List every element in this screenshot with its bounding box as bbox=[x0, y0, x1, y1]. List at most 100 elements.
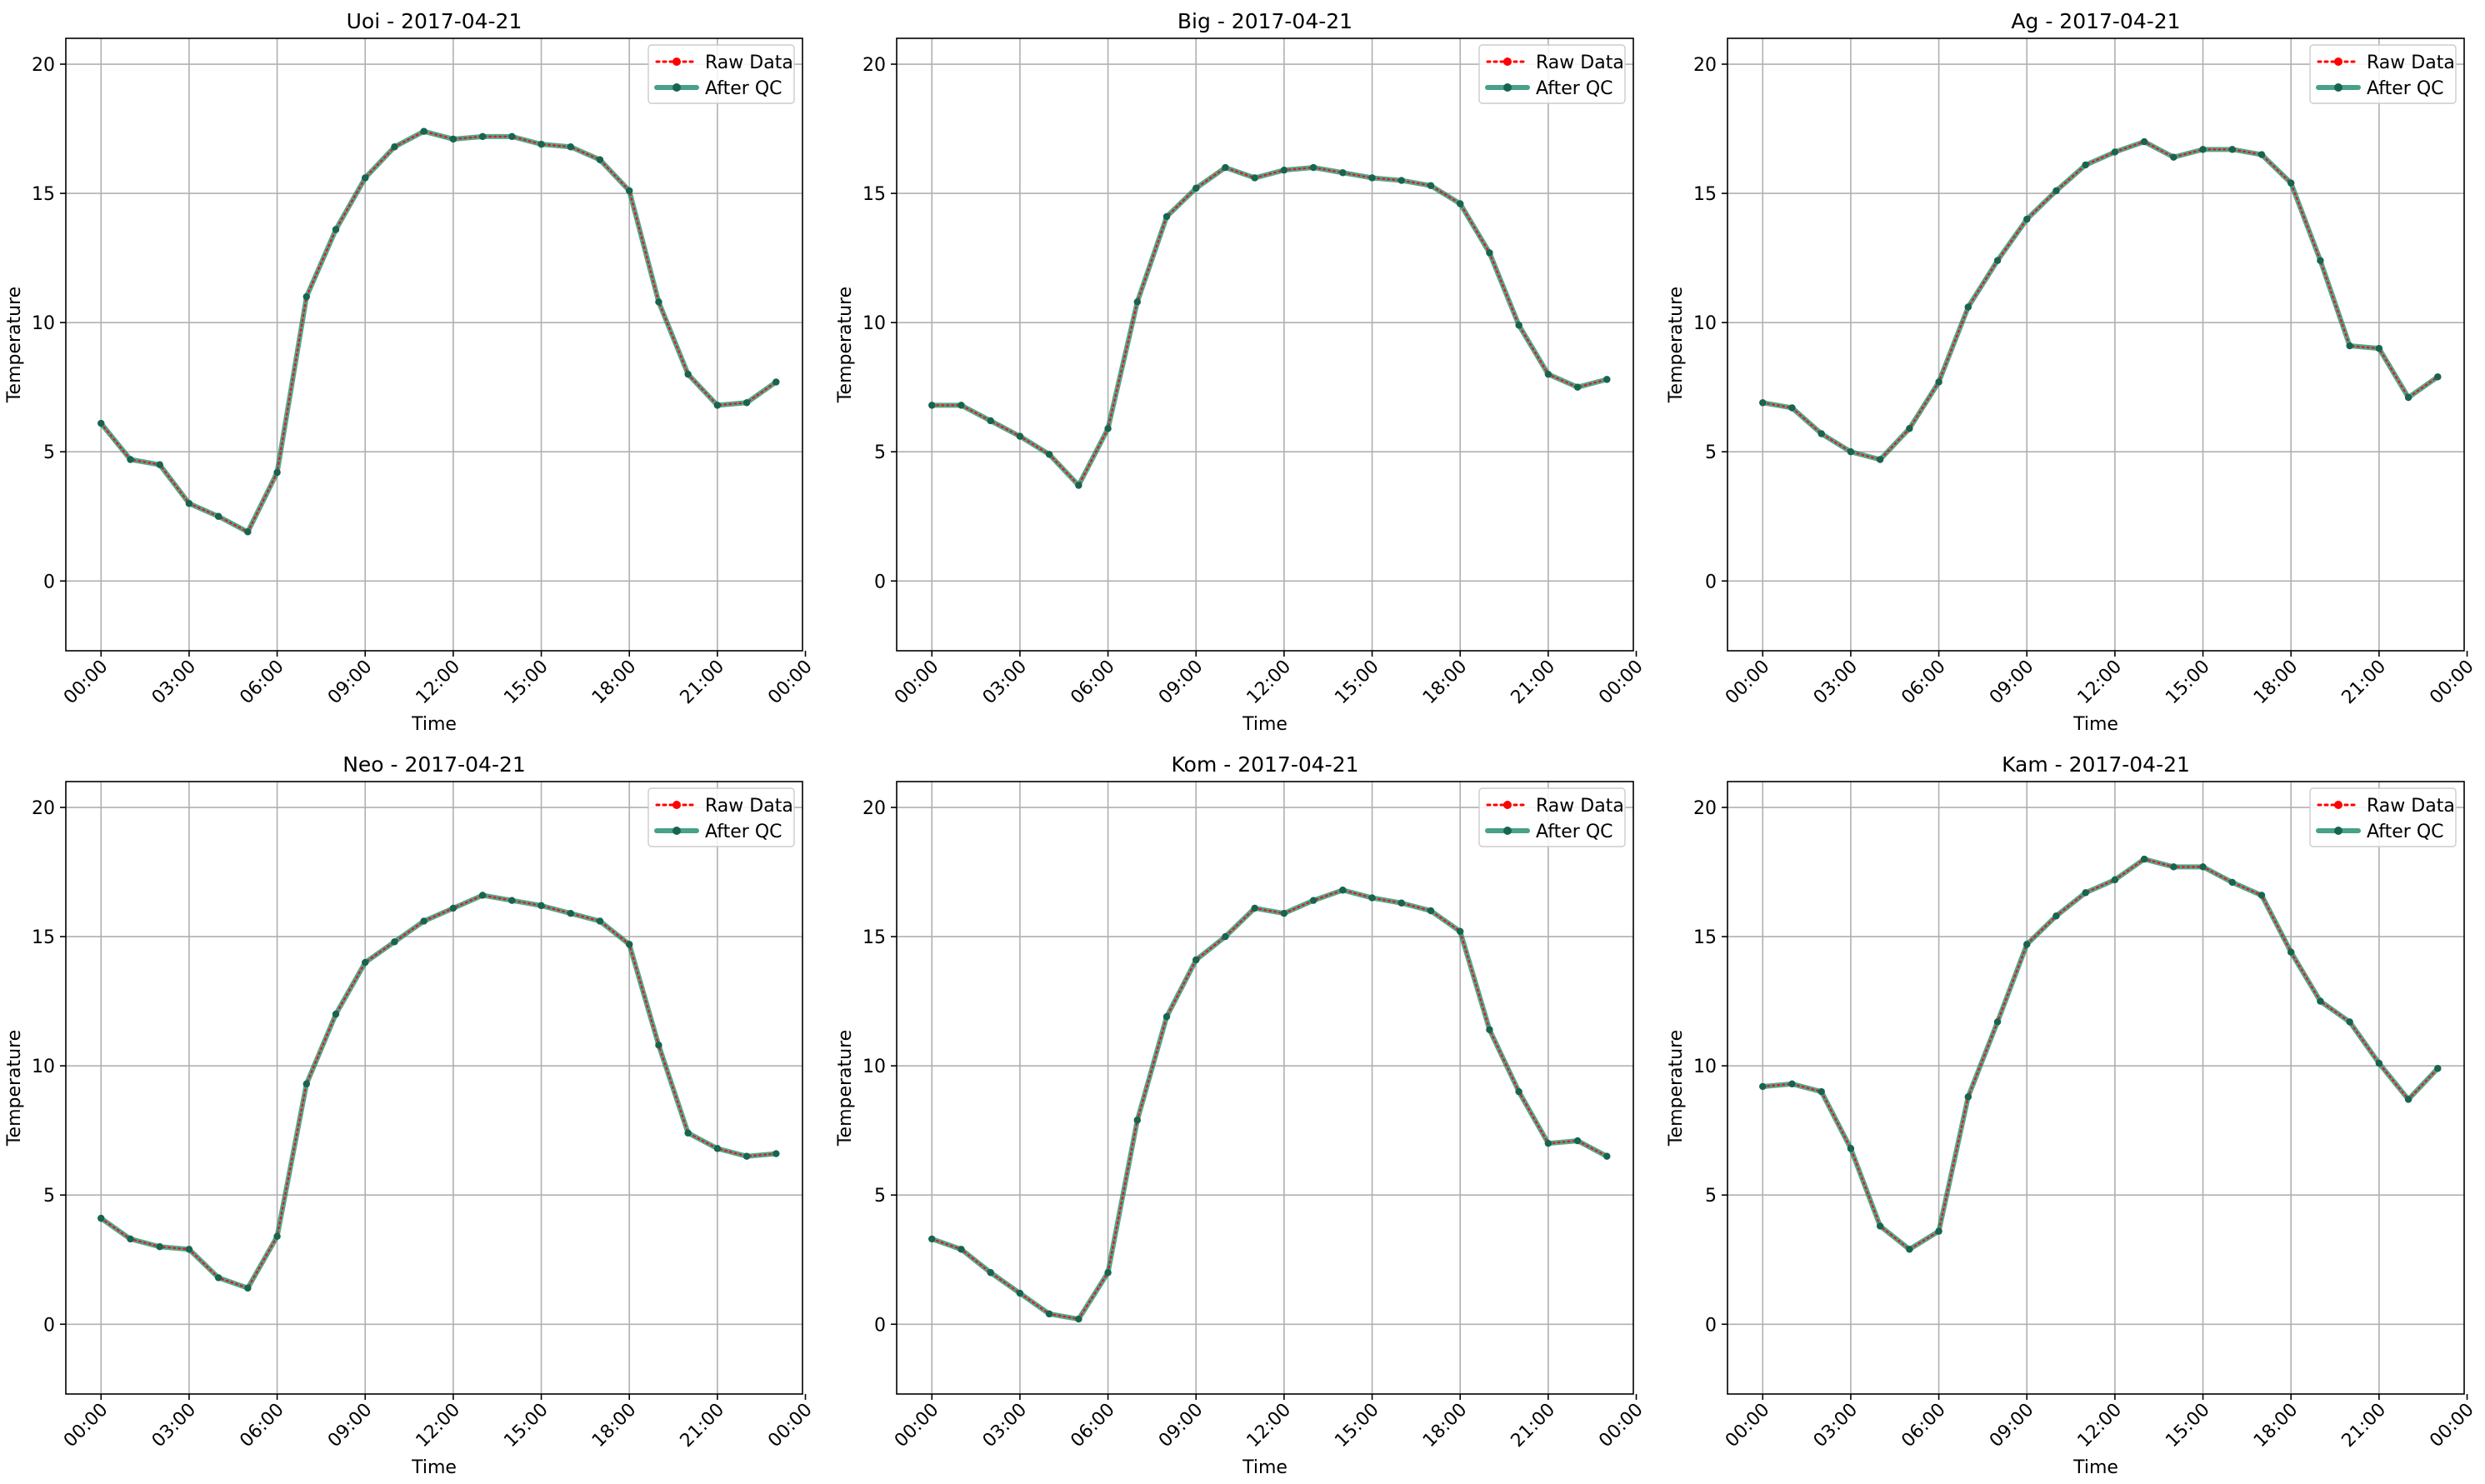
legend-raw-data-label: Raw Data bbox=[1536, 796, 1624, 817]
after-qc-point bbox=[273, 1232, 281, 1241]
after-qc-point bbox=[1906, 1246, 1913, 1253]
x-tick-label: 12:00 bbox=[412, 1400, 465, 1452]
after-qc-point bbox=[1818, 430, 1825, 437]
after-qc-point bbox=[1045, 451, 1053, 458]
after-qc-point bbox=[478, 892, 487, 899]
legend-raw-data-label: Raw Data bbox=[705, 52, 793, 73]
after-qc-point bbox=[742, 1152, 751, 1160]
x-tick-label: 18:00 bbox=[588, 657, 641, 709]
after-qc-point bbox=[156, 461, 163, 468]
after-qc-point bbox=[2111, 148, 2119, 156]
x-axis-label: Time bbox=[1242, 1457, 1288, 1478]
after-qc-point bbox=[98, 419, 105, 427]
after-qc-point bbox=[1398, 899, 1405, 907]
x-tick-label: 15:00 bbox=[500, 657, 552, 709]
x-tick-label: 09:00 bbox=[1986, 657, 2038, 709]
after-qc-point bbox=[362, 174, 369, 182]
x-axis-label: Time bbox=[411, 714, 457, 735]
after-qc-point bbox=[1339, 887, 1347, 894]
legend-raw-data-marker bbox=[672, 801, 681, 809]
after-qc-point bbox=[1603, 376, 1611, 383]
x-tick-label: 03:00 bbox=[1810, 657, 1862, 709]
x-tick-label: 00:00 bbox=[891, 1400, 943, 1452]
y-tick-label: 0 bbox=[43, 1315, 55, 1336]
legend-after-qc-label: After QC bbox=[2367, 78, 2444, 99]
after-qc-point bbox=[1964, 303, 1972, 311]
after-qc-point bbox=[1515, 1087, 1522, 1096]
x-tick-label: 09:00 bbox=[1986, 1400, 2038, 1452]
y-axis-label: Temperature bbox=[1666, 287, 1687, 403]
x-tick-label: 21:00 bbox=[1508, 1400, 1560, 1452]
after-qc-point bbox=[1603, 1152, 1611, 1160]
y-tick-label: 0 bbox=[43, 572, 55, 592]
after-qc-point bbox=[2288, 948, 2295, 956]
after-qc-point bbox=[420, 127, 428, 135]
legend-after-qc-marker bbox=[672, 83, 681, 92]
x-tick-label: 12:00 bbox=[412, 657, 465, 709]
after-qc-point bbox=[1368, 174, 1376, 182]
after-qc-point bbox=[626, 187, 633, 195]
after-qc-point bbox=[1222, 163, 1229, 172]
after-qc-point bbox=[742, 399, 751, 407]
series-raw-data-line bbox=[100, 130, 778, 533]
x-tick-label: 12:00 bbox=[2074, 1400, 2127, 1452]
after-qc-point bbox=[1935, 378, 1942, 386]
chart-panel-2: 00:00 03:00 06:00 09:00 12:00 15:00 18:00 21:00… bbox=[835, 9, 1648, 735]
x-tick-label: 12:00 bbox=[1243, 657, 1296, 709]
after-qc-point bbox=[538, 902, 545, 910]
after-qc-point bbox=[244, 528, 252, 536]
x-tick-label: 09:00 bbox=[324, 657, 377, 709]
axes-frame bbox=[896, 37, 1634, 652]
after-qc-point bbox=[2140, 137, 2148, 146]
after-qc-point bbox=[2082, 161, 2089, 169]
legend: Raw Data After QC bbox=[648, 787, 795, 847]
series-after-qc-line bbox=[929, 887, 1610, 1322]
after-qc-point bbox=[1964, 1093, 1972, 1101]
x-tick-label: 03:00 bbox=[979, 657, 1032, 709]
after-qc-point bbox=[1339, 169, 1347, 177]
after-qc-point bbox=[1075, 1315, 1082, 1323]
after-qc-point bbox=[1788, 404, 1796, 412]
y-tick-label: 15 bbox=[1693, 184, 1717, 205]
y-tick-label: 15 bbox=[32, 927, 55, 948]
after-qc-point bbox=[302, 292, 310, 301]
after-qc-point bbox=[1759, 1082, 1767, 1091]
series-raw-data-line bbox=[100, 894, 778, 1290]
after-qc-point bbox=[1398, 177, 1405, 184]
y-tick-label: 20 bbox=[1693, 55, 1717, 76]
y-axis-label: Temperature bbox=[835, 287, 856, 403]
after-qc-point bbox=[2199, 146, 2207, 153]
series-raw-data-line bbox=[931, 166, 1608, 487]
y-axis-label: Temperature bbox=[835, 1030, 856, 1147]
series-raw-data-line bbox=[1762, 857, 2439, 1251]
y-tick-label: 5 bbox=[1705, 442, 1717, 463]
x-tick-label: 18:00 bbox=[2250, 1400, 2302, 1452]
y-tick-label: 10 bbox=[862, 1057, 886, 1077]
legend: Raw Data After QC bbox=[2309, 787, 2457, 847]
legend-raw-data-label: Raw Data bbox=[2367, 796, 2455, 817]
after-qc-point bbox=[332, 1010, 340, 1018]
after-qc-point bbox=[420, 917, 428, 925]
after-qc-point bbox=[626, 941, 633, 948]
after-qc-point bbox=[2140, 855, 2148, 863]
x-tick-label: 21:00 bbox=[2338, 1400, 2391, 1452]
after-qc-point bbox=[2434, 373, 2442, 381]
x-tick-label: 18:00 bbox=[588, 1400, 641, 1452]
after-qc-point bbox=[655, 298, 662, 306]
y-tick-label: 20 bbox=[862, 798, 886, 819]
legend-after-qc-label: After QC bbox=[705, 822, 782, 842]
after-qc-point bbox=[1573, 1137, 1582, 1145]
y-tick-label: 15 bbox=[862, 184, 886, 205]
x-tick-label: 03:00 bbox=[1810, 1400, 1862, 1452]
y-tick-label: 20 bbox=[32, 798, 55, 819]
legend-raw-data-marker bbox=[1503, 57, 1512, 66]
series-after-qc-line bbox=[98, 128, 779, 535]
x-tick-label: 09:00 bbox=[1155, 657, 1208, 709]
after-qc-point bbox=[1309, 163, 1318, 172]
after-qc-point bbox=[2258, 892, 2266, 899]
after-qc-point bbox=[2375, 1059, 2383, 1067]
x-axis-label: Time bbox=[411, 1457, 457, 1478]
legend-raw-data-marker bbox=[2334, 57, 2342, 66]
plot-area bbox=[98, 892, 780, 1292]
after-qc-point bbox=[478, 132, 487, 141]
